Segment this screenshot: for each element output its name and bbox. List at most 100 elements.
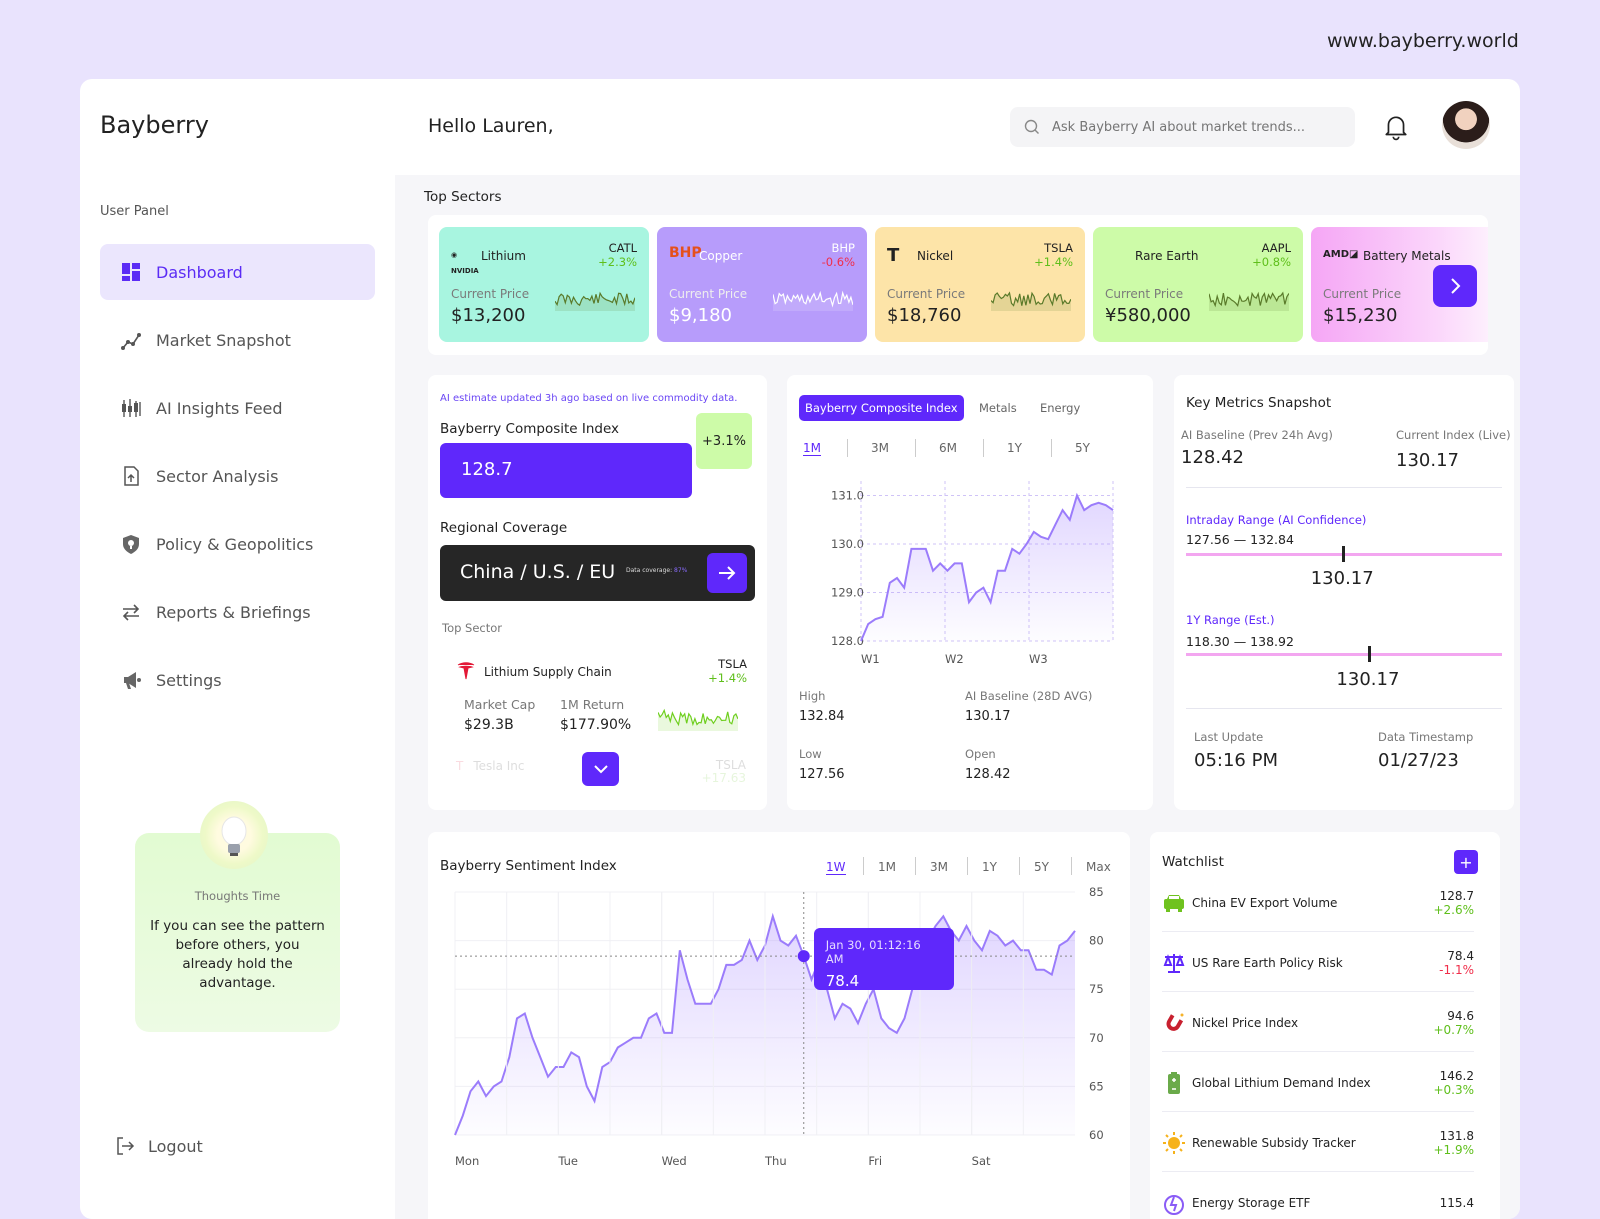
x-tick-label: Thu — [764, 1154, 787, 1168]
sector-name: Battery Metals — [1363, 249, 1451, 263]
range-max[interactable]: Max — [1086, 860, 1111, 874]
sentiment-chart: 85 80 75 70 65 60 Mon Tue Wed Thu Fri Sat — [454, 885, 1104, 1168]
watchlist-item-name: Renewable Subsidy Tracker — [1192, 1135, 1356, 1150]
range-1w[interactable]: 1W — [826, 860, 846, 875]
tesla-logo-icon: T — [887, 245, 900, 266]
current-price-label: Current Price — [669, 287, 748, 301]
plus-icon: + — [1459, 852, 1473, 872]
add-watchlist-button[interactable]: + — [1454, 850, 1478, 874]
intraday-range: 127.56 — 132.84 — [1186, 532, 1294, 547]
watchlist-item[interactable]: Global Lithium Demand Index 146.2 +0.3% — [1162, 1054, 1474, 1112]
range-1m[interactable]: 1M — [803, 441, 821, 456]
range-6m[interactable]: 6M — [939, 441, 957, 455]
regional-go-button[interactable] — [707, 553, 747, 593]
watchlist-item[interactable]: Energy Storage ETF 115.4 — [1162, 1174, 1474, 1219]
top-sector-change: +1.4% — [708, 671, 747, 685]
sector-sparkline — [773, 290, 853, 311]
watchlist-item-value: 94.6 — [1447, 1008, 1474, 1023]
range-3m[interactable]: 3M — [930, 860, 948, 874]
watchlist-item-change: +0.3% — [1433, 1082, 1474, 1097]
sector-price: $18,760 — [887, 305, 962, 326]
search-bar[interactable] — [1010, 107, 1355, 147]
sector-change: +2.3% — [598, 255, 637, 269]
sentiment-title: Bayberry Sentiment Index — [440, 858, 617, 874]
year-range-bar — [1186, 646, 1502, 662]
watchlist-item-value: 146.2 — [1439, 1068, 1474, 1083]
baseline-label: AI Baseline (Prev 24h Avg) — [1181, 428, 1333, 442]
sidebar-item-ai-insights-feed[interactable]: AI Insights Feed — [100, 380, 375, 436]
intraday-value: 130.17 — [1310, 568, 1374, 589]
sidebar-item-market-snapshot[interactable]: Market Snapshot — [100, 312, 375, 368]
sector-card[interactable]: BHP Copper BHP -0.6% Current Price $9,180 — [657, 227, 867, 342]
expand-button[interactable] — [582, 752, 619, 786]
logout-button[interactable]: Logout — [114, 1135, 203, 1157]
top-sectors-carousel: ◉ NVIDIA Lithium CATL +2.3% Current Price $13,… — [428, 215, 1488, 355]
y-tick-label: 65 — [1089, 1079, 1104, 1093]
search-input[interactable] — [1052, 119, 1342, 135]
intraday-marker — [1342, 546, 1346, 562]
sidebar-item-label: Sector Analysis — [156, 466, 279, 486]
range-5y[interactable]: 5Y — [1075, 441, 1090, 455]
composite-index-panel: AI estimate updated 3h ago based on live… — [428, 375, 767, 810]
watchlist-item-change: +0.7% — [1433, 1022, 1474, 1037]
x-tick-label: Tue — [557, 1154, 578, 1168]
sector-ticker: AAPL — [1261, 241, 1291, 255]
x-tick-label: Mon — [455, 1154, 479, 1168]
range-1y[interactable]: 1Y — [1007, 441, 1022, 455]
series-line — [860, 492, 1114, 642]
scales-icon — [1163, 953, 1185, 973]
bell-icon[interactable] — [1383, 113, 1409, 141]
tab-bayberry-composite-index[interactable]: Bayberry Composite Index — [799, 395, 964, 421]
range-1m[interactable]: 1M — [878, 860, 896, 874]
range-1y[interactable]: 1Y — [982, 860, 997, 874]
range-3m[interactable]: 3M — [871, 441, 889, 455]
candlestick-icon — [122, 399, 141, 417]
carousel-next-button[interactable] — [1433, 265, 1477, 307]
last-update-value: 05:16 PM — [1194, 750, 1278, 771]
watchlist-item[interactable]: China EV Export Volume 128.7 +2.6% — [1162, 874, 1474, 932]
composite-value: 128.7 — [440, 443, 692, 498]
shield-icon — [123, 535, 139, 554]
sidebar-item-label: Market Snapshot — [156, 330, 291, 350]
amd-logo-icon: AMD◪ — [1323, 249, 1359, 260]
battery-icon — [1168, 1071, 1180, 1094]
greeting: Hello Lauren, — [428, 115, 554, 137]
avatar[interactable] — [1442, 101, 1490, 149]
sidebar-item-reports-briefings[interactable]: Reports & Briefings — [100, 584, 375, 640]
sidebar-item-settings[interactable]: Settings — [100, 652, 375, 708]
current-price-label: Current Price — [1105, 287, 1184, 301]
sector-card[interactable]: T Nickel TSLA +1.4% Current Price $18,760 — [875, 227, 1085, 342]
sidebar-item-label: Dashboard — [156, 262, 243, 282]
timestamp-value: 01/27/23 — [1378, 750, 1459, 771]
tab-energy[interactable]: Energy — [1040, 401, 1081, 415]
current-index-label: Current Index (Live) — [1396, 428, 1511, 442]
watchlist-item[interactable]: Nickel Price Index 94.6 +0.7% — [1162, 994, 1474, 1052]
watchlist-item[interactable]: Renewable Subsidy Tracker 131.8 +1.9% — [1162, 1114, 1474, 1172]
sector-card[interactable]: ◉ NVIDIA Lithium CATL +2.3% Current Price $13,… — [439, 227, 649, 342]
sector-change: +1.4% — [1034, 255, 1073, 269]
sidebar-item-dashboard[interactable]: Dashboard — [100, 244, 375, 300]
sidebar-item-sector-analysis[interactable]: Sector Analysis — [100, 448, 375, 504]
sidebar-item-policy-geopolitics[interactable]: Policy & Geopolitics — [100, 516, 375, 572]
year-range-label: 1Y Range (Est.) — [1186, 613, 1275, 627]
range-5y[interactable]: 5Y — [1034, 860, 1049, 874]
car-icon — [1164, 894, 1184, 912]
sector-ticker: BHP — [831, 241, 855, 255]
sentiment-panel: Bayberry Sentiment Index 1W 1M 3M 1Y 5Y Max 8… — [428, 832, 1130, 1219]
stat-label: Open — [965, 747, 996, 761]
watchlist-item[interactable]: US Rare Earth Policy Risk 78.4 -1.1% — [1162, 934, 1474, 992]
stat-value: 132.84 — [799, 709, 845, 724]
watchlist-item-value: 78.4 — [1447, 948, 1474, 963]
sector-ticker: CATL — [608, 241, 637, 255]
coverage-label: Data coverage: — [626, 567, 673, 574]
return-value: $177.90% — [560, 717, 632, 733]
watchlist-item-value: 115.4 — [1439, 1195, 1474, 1210]
sector-card[interactable]: Rare Earth AAPL +0.8% Current Price ¥580,000 — [1093, 227, 1303, 342]
thoughts-text: If you can see the pattern before others… — [150, 918, 325, 991]
current-price-label: Current Price — [1323, 287, 1402, 301]
coverage-value: 87% — [674, 567, 688, 574]
sidebar-section-label: User Panel — [100, 204, 169, 219]
y-tick-label: 75 — [1089, 982, 1104, 996]
highlight-point[interactable] — [797, 950, 810, 963]
tab-metals[interactable]: Metals — [979, 401, 1017, 415]
